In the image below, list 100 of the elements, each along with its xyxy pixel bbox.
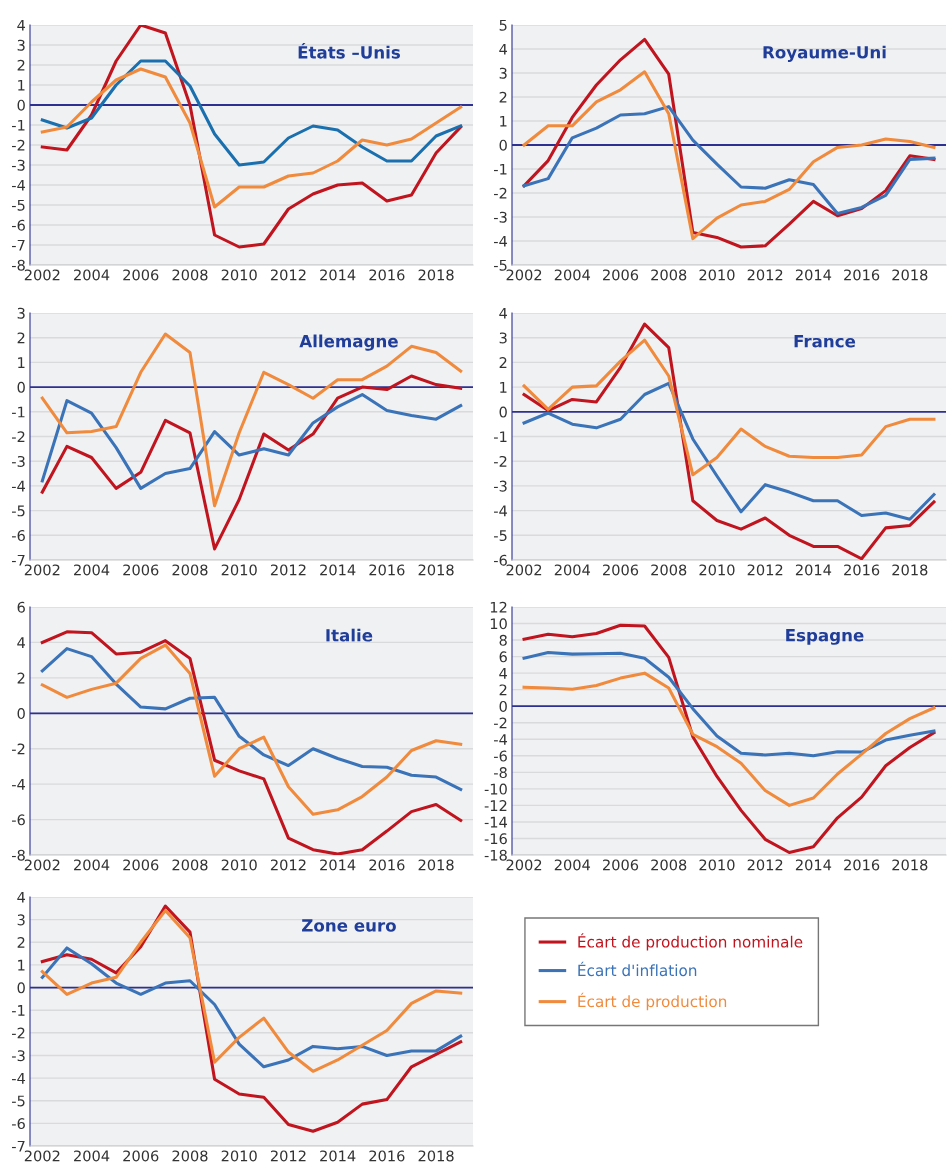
x-tick-label: 2006 <box>603 269 639 281</box>
y-tick-label: 2 <box>17 936 25 948</box>
y-tick-label: -14 <box>484 816 508 828</box>
y-tick-label: 4 <box>17 19 26 31</box>
x-tick-label: 2008 <box>651 859 687 871</box>
x-tick-label: 2012 <box>270 859 306 871</box>
x-tick-label: 2012 <box>270 269 306 281</box>
text: France <box>794 335 856 348</box>
x-tick-label: 2006 <box>123 269 159 281</box>
x-tick-label: 2012 <box>747 564 783 576</box>
y-tick-label: -4 <box>12 480 26 492</box>
y-tick-label: -2 <box>12 431 25 443</box>
y-tick-label: -18 <box>484 849 507 861</box>
x-tick-label: 2002 <box>24 1150 60 1162</box>
legend-label: Écart d'inflation <box>578 961 697 977</box>
y-tick-label: 1 <box>500 115 507 127</box>
line-series <box>522 671 936 807</box>
y-tick-label: -4 <box>494 505 508 517</box>
x-tick-label: 2008 <box>651 269 687 281</box>
y-tick-label: 0 <box>499 406 507 418</box>
line-series <box>522 623 936 855</box>
y-tick-label: 4 <box>499 307 508 319</box>
y-tick-label: -5 <box>12 199 25 211</box>
y-tick-label: 4 <box>499 668 508 679</box>
y-tick-label: -2 <box>12 1027 25 1039</box>
x-tick-label: 2002 <box>506 564 542 576</box>
y-tick-label: -2 <box>12 139 25 151</box>
x-tick-label: 2018 <box>418 269 454 281</box>
text: Allemagne <box>299 334 398 351</box>
y-tick-label: 1 <box>500 382 507 393</box>
x-tick-label: 2018 <box>892 269 928 281</box>
x-tick-label: 2006 <box>603 859 639 871</box>
x-tick-label: 2004 <box>554 564 591 576</box>
x-tick-label: 2016 <box>844 269 880 281</box>
x-tick-label: 2018 <box>418 859 454 871</box>
y-tick-label: 3 <box>499 332 507 344</box>
x-tick-label: 2004 <box>74 1150 110 1162</box>
x-tick-label: 2016 <box>369 564 405 576</box>
x-tick-label: 2008 <box>172 564 208 576</box>
x-tick-label: 2012 <box>747 269 783 281</box>
x-tick-label: 2014 <box>320 859 356 871</box>
y-tick-label: 0 <box>499 139 507 151</box>
x-tick-label: 2012 <box>270 564 306 576</box>
y-tick-label: 5 <box>499 19 507 31</box>
y-tick-label: -3 <box>12 159 25 171</box>
x-tick-label: 2002 <box>506 859 542 871</box>
y-tick-label: 2 <box>499 357 507 368</box>
y-tick-label: -2 <box>12 743 25 755</box>
x-tick-label: 2006 <box>123 1150 159 1162</box>
y-tick-label: 2 <box>499 91 507 103</box>
x-tick-label: 2008 <box>172 1150 208 1162</box>
y-tick-label: 2 <box>17 672 25 684</box>
y-tick-label: 2 <box>17 332 25 344</box>
x-tick-label: 2014 <box>320 269 356 281</box>
y-tick-label: 8 <box>499 634 507 646</box>
y-tick-label: -1 <box>12 119 25 131</box>
y-tick-label: 3 <box>17 39 25 51</box>
x-tick-label: 2018 <box>418 564 454 576</box>
x-tick-label: 2004 <box>554 859 591 871</box>
y-tick-label: -6 <box>12 1118 25 1130</box>
x-tick-label: 2012 <box>747 859 783 871</box>
y-tick-label: -5 <box>12 505 25 517</box>
text: Italie <box>326 628 373 642</box>
y-tick-label: -3 <box>494 211 507 223</box>
y-tick-label: 2 <box>499 684 507 696</box>
line-series <box>40 643 463 816</box>
y-tick-label: -6 <box>494 554 507 566</box>
x-tick-label: 2002 <box>24 564 60 576</box>
y-tick-label: 0 <box>17 381 25 393</box>
x-tick-label: 2008 <box>172 269 208 281</box>
y-tick-label: -5 <box>494 530 507 542</box>
y-tick-label: -5 <box>494 259 507 271</box>
text: Espagne <box>786 629 864 645</box>
line-series <box>40 946 463 1069</box>
x-tick-label: 2016 <box>369 859 405 871</box>
y-tick-label: -8 <box>494 767 507 779</box>
x-tick-label: 2014 <box>795 859 832 871</box>
y-tick-label: 12 <box>490 601 507 613</box>
x-tick-label: 2018 <box>418 1150 454 1162</box>
y-tick-label: -7 <box>12 239 25 251</box>
x-tick-label: 2006 <box>123 564 159 576</box>
x-tick-label: 2010 <box>221 564 257 576</box>
x-tick-label: 2016 <box>844 859 880 871</box>
y-tick-label: -4 <box>12 779 26 790</box>
x-tick-label: 2006 <box>123 859 159 871</box>
x-tick-label: 2010 <box>221 859 257 871</box>
x-tick-label: 2004 <box>74 269 110 281</box>
y-tick-label: -5 <box>12 1095 25 1107</box>
x-tick-label: 2014 <box>795 564 832 576</box>
x-tick-label: 2002 <box>24 859 60 871</box>
y-tick-label: -4 <box>12 1073 26 1084</box>
y-tick-label: -3 <box>12 455 25 467</box>
y-tick-label: -4 <box>494 734 508 745</box>
y-tick-label: 1 <box>18 79 25 91</box>
x-tick-label: 2014 <box>795 269 832 281</box>
x-tick-label: 2010 <box>221 269 257 281</box>
y-tick-label: 4 <box>17 637 26 648</box>
x-tick-label: 2018 <box>892 564 928 576</box>
y-tick-label: -1 <box>12 406 25 418</box>
x-tick-label: 2002 <box>506 269 542 281</box>
